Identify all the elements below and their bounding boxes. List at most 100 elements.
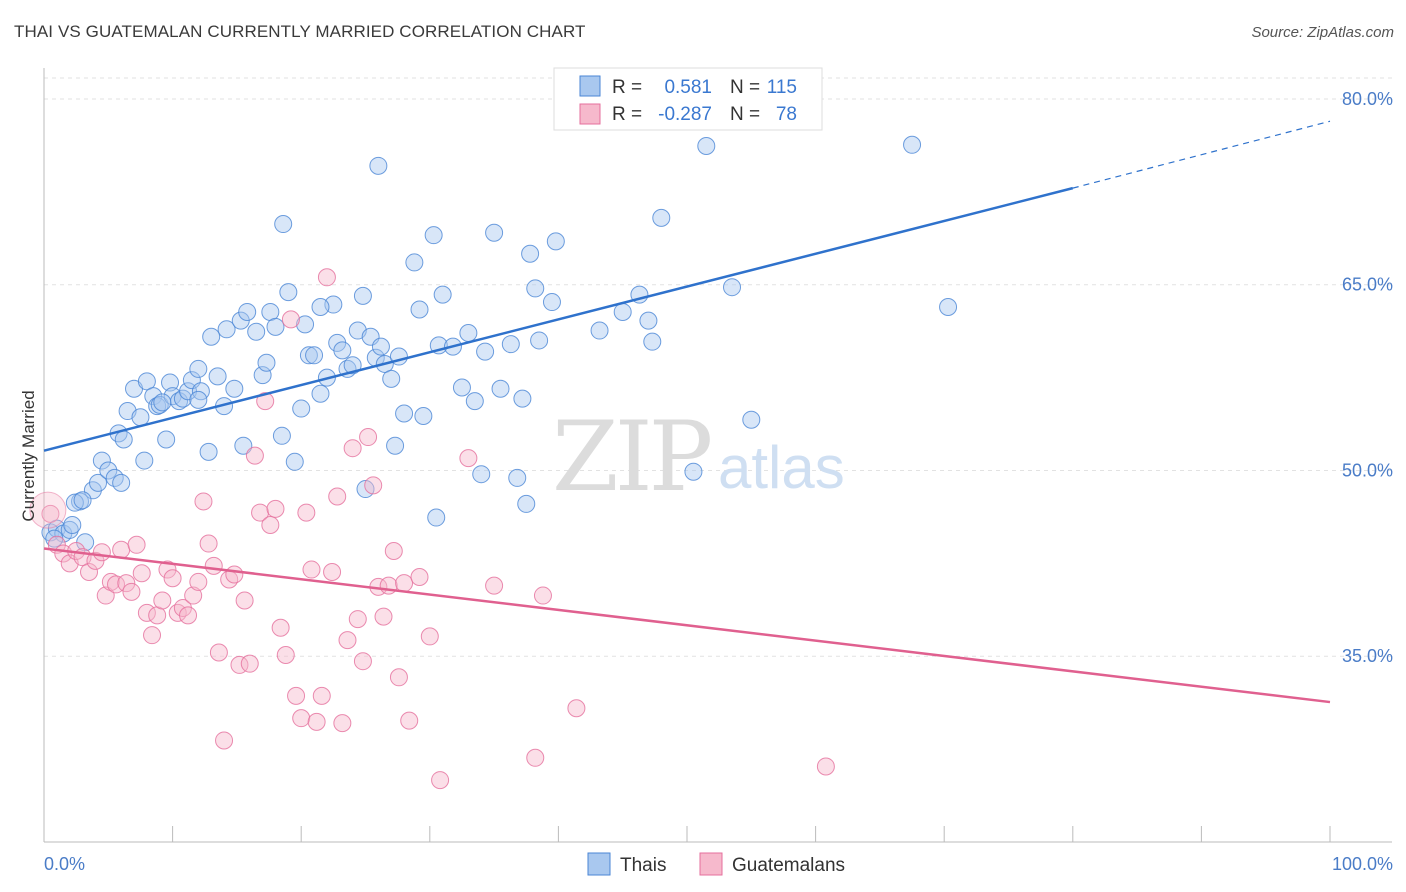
point-guatemalans [312, 686, 331, 705]
legend-r-value: 0.581 [664, 77, 712, 98]
point-thais [903, 135, 922, 154]
point-guatemalans [92, 543, 111, 562]
point-thais [150, 395, 169, 414]
y-tick-label: 65.0% [1342, 275, 1393, 295]
point-guatemalans [132, 564, 151, 583]
point-thais [131, 408, 150, 427]
legend-swatch-thais [579, 75, 601, 97]
point-thais [530, 331, 549, 350]
point-thais [652, 208, 671, 227]
point-thais [697, 137, 716, 156]
point-thais [112, 473, 131, 492]
point-guatemalans [526, 748, 545, 767]
point-thais [247, 322, 266, 341]
trend-line-thais [43, 186, 1074, 452]
point-thais [452, 378, 471, 397]
point-thais [542, 293, 561, 312]
point-thais [199, 442, 218, 461]
point-thais [266, 317, 285, 336]
point-thais [161, 373, 180, 392]
point-guatemalans [431, 771, 450, 790]
point-guatemalans [389, 668, 408, 687]
point-guatemalans [400, 711, 419, 730]
point-thais [405, 253, 424, 272]
x-tick-label: 0.0% [44, 854, 85, 874]
point-guatemalans [816, 757, 835, 776]
point-thais [296, 315, 315, 334]
legend-swatch-guatemalans [579, 103, 601, 125]
point-thais [299, 346, 318, 365]
point-thais [369, 156, 388, 175]
point-thais [257, 353, 276, 372]
point-thais [465, 392, 484, 411]
point-guatemalans [122, 582, 141, 601]
point-thais [285, 452, 304, 471]
point-thais [395, 404, 414, 423]
trend-line-guatemalans [43, 547, 1331, 704]
point-thais [202, 327, 221, 346]
point-thais [684, 462, 703, 481]
point-guatemalans [323, 563, 342, 582]
point-thais [73, 491, 92, 510]
point-guatemalans [204, 556, 223, 575]
point-guatemalans [395, 574, 414, 593]
point-guatemalans [292, 709, 311, 728]
point-thais [225, 379, 244, 398]
point-guatemalans [127, 535, 146, 554]
point-guatemalans [317, 268, 336, 287]
point-guatemalans [215, 731, 234, 750]
point-guatemalans [459, 449, 478, 468]
point-guatemalans [245, 446, 264, 465]
point-guatemalans-large [29, 491, 67, 529]
point-thais [521, 244, 540, 263]
point-guatemalans [168, 603, 187, 622]
point-thais [234, 436, 253, 455]
legend-bottom-swatch-thais [587, 852, 611, 876]
point-thais [114, 430, 133, 449]
watermark: ZIP atlas [552, 401, 845, 513]
point-guatemalans [281, 310, 300, 329]
point-thais [723, 278, 742, 297]
point-thais [472, 465, 491, 484]
point-guatemalans [112, 540, 131, 559]
point-guatemalans [297, 503, 316, 522]
point-guatemalans [567, 699, 586, 718]
axes [43, 68, 1392, 843]
y-tick-label: 80.0% [1342, 89, 1393, 109]
point-thais [292, 399, 311, 418]
point-guatemalans [374, 607, 393, 626]
point-thais [639, 311, 658, 330]
point-guatemalans [271, 618, 290, 637]
point-thais [476, 342, 495, 361]
legend-bottom-swatch-guatemalans [699, 852, 723, 876]
point-thais [427, 508, 446, 527]
point-thais [157, 430, 176, 449]
point-thais [305, 346, 324, 365]
point-guatemalans [276, 646, 295, 665]
point-thais [508, 468, 527, 487]
data-points [29, 135, 958, 790]
y-tick-labels: 35.0% 50.0% 65.0% 80.0% [1342, 89, 1393, 666]
point-guatemalans [96, 586, 115, 605]
source-label: Source: ZipAtlas.com [1251, 24, 1394, 41]
point-guatemalans [307, 712, 326, 731]
legend-r-value: -0.287 [658, 104, 712, 125]
point-guatemalans [333, 714, 352, 733]
point-thais [424, 226, 443, 245]
point-guatemalans [194, 492, 213, 511]
point-thais [386, 436, 405, 455]
legend-n-label: N = [730, 77, 760, 98]
point-thais [343, 356, 362, 375]
point-thais [135, 451, 154, 470]
point-guatemalans [420, 627, 439, 646]
point-thais [613, 302, 632, 321]
legend-bottom-label-thais: Thais [620, 855, 666, 876]
point-thais [274, 215, 293, 234]
legend-bottom-label-guatemalans: Guatemalans [732, 855, 845, 876]
point-thais [382, 369, 401, 388]
point-guatemalans [364, 476, 383, 495]
point-guatemalans [353, 652, 372, 671]
y-tick-label: 50.0% [1342, 460, 1393, 480]
watermark-atlas: atlas [718, 434, 845, 501]
